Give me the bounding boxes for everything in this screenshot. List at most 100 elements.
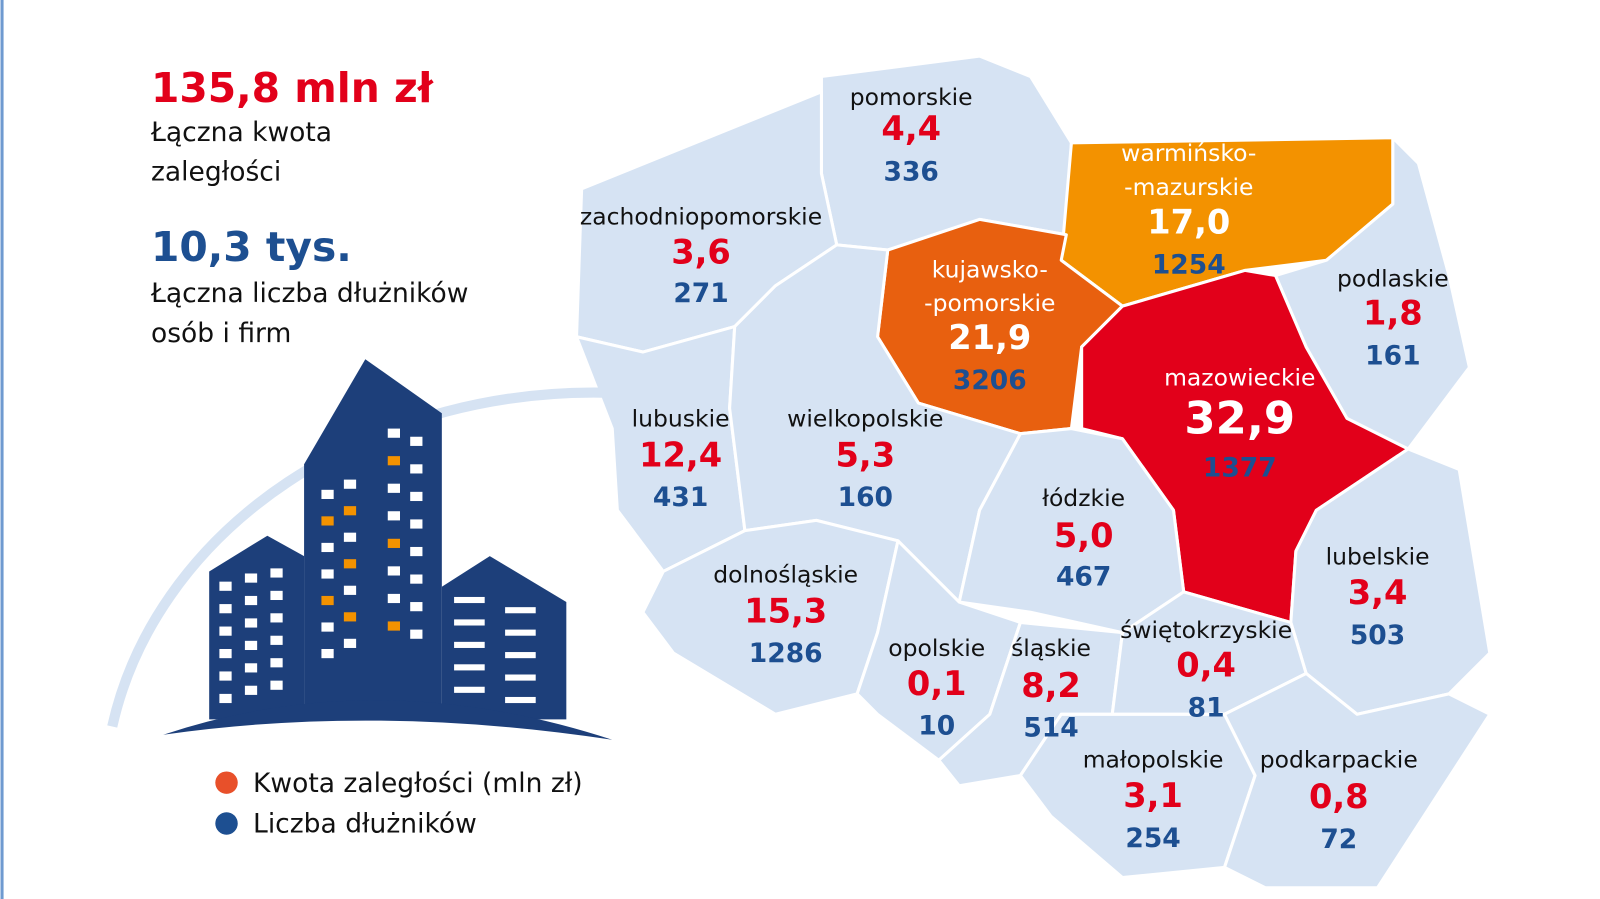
region-name: kujawsko- <box>932 256 1048 284</box>
region-debtors: 1286 <box>749 638 823 669</box>
building-base <box>163 700 613 740</box>
window <box>387 621 400 631</box>
region-debtors: 271 <box>673 278 728 309</box>
region-debtors: 160 <box>838 482 893 513</box>
region-amount: 17,0 <box>1147 203 1230 242</box>
window <box>410 574 423 584</box>
window <box>219 671 232 681</box>
region-name: podlaskie <box>1337 265 1449 293</box>
region-debtors: 10 <box>918 711 955 742</box>
summary-panel: 135,8 mln zł Łączna kwota zaległości 10,… <box>107 64 613 740</box>
region-name: -pomorskie <box>924 289 1055 317</box>
region-name: lubelskie <box>1326 542 1430 570</box>
window <box>387 538 400 548</box>
total-amount: 135,8 mln zł <box>151 64 434 112</box>
window <box>244 573 258 583</box>
region-amount: 32,9 <box>1184 392 1295 445</box>
legend-dot <box>215 771 238 794</box>
region-debtors: 72 <box>1320 824 1357 855</box>
region-debtors: 161 <box>1365 340 1420 371</box>
region-name: śląskie <box>1011 634 1091 662</box>
window <box>343 638 357 648</box>
total-count: 10,3 tys. <box>151 223 352 271</box>
legend: Kwota zaległości (mln zł) Liczba dłużnikó… <box>215 768 583 840</box>
window <box>321 595 334 606</box>
region-debtors: 336 <box>884 157 939 188</box>
window <box>219 693 232 704</box>
region-debtors: 467 <box>1056 562 1111 593</box>
region-amount: 21,9 <box>948 318 1031 357</box>
window <box>387 511 400 521</box>
region-name: -mazurskie <box>1124 173 1253 201</box>
region-shape <box>1222 671 1492 890</box>
window <box>244 640 258 651</box>
region-debtors: 254 <box>1125 823 1180 854</box>
window <box>321 569 334 579</box>
window <box>321 622 334 632</box>
region-amount: 3,1 <box>1123 776 1183 815</box>
window <box>321 516 334 526</box>
region-amount: 0,4 <box>1176 646 1236 685</box>
window <box>343 585 357 595</box>
region-name: wielkopolskie <box>787 405 943 433</box>
window <box>505 629 536 636</box>
region-debtors: 3206 <box>953 365 1027 396</box>
window <box>505 674 536 681</box>
window <box>410 464 423 474</box>
windows <box>219 428 536 704</box>
window <box>343 612 357 622</box>
window <box>343 506 357 516</box>
window <box>343 559 357 569</box>
window <box>343 479 357 489</box>
window <box>343 532 357 542</box>
region-name: podkarpackie <box>1260 745 1418 773</box>
region-name: małopolskie <box>1083 745 1224 773</box>
window <box>270 568 283 578</box>
window <box>387 566 400 576</box>
window <box>410 602 423 612</box>
total-count-label: Łączna liczba dłużników <box>150 278 468 309</box>
legend-dot <box>215 812 238 835</box>
region-amount: 3,4 <box>1348 573 1408 612</box>
region-name: mazowieckie <box>1164 364 1315 392</box>
legend-label: Kwota zaległości (mln zł) <box>253 768 583 799</box>
region-amount: 8,2 <box>1021 666 1081 705</box>
region-amount: 5,3 <box>835 435 895 474</box>
window <box>387 456 400 466</box>
region-debtors: 81 <box>1188 692 1225 723</box>
window <box>387 593 400 604</box>
window <box>410 491 423 502</box>
region-name: łódzkie <box>1042 484 1125 512</box>
window <box>387 483 400 493</box>
window <box>321 489 334 499</box>
window <box>505 607 536 614</box>
region-name: opolskie <box>888 634 985 662</box>
region-debtors: 503 <box>1350 620 1405 651</box>
window <box>505 652 536 659</box>
region-name: dolnośląskie <box>713 561 858 589</box>
window <box>270 613 283 623</box>
window <box>454 619 485 626</box>
region-name: pomorskie <box>850 83 973 111</box>
region-amount: 1,8 <box>1363 294 1423 333</box>
window <box>244 685 258 695</box>
region-debtors: 431 <box>653 482 708 513</box>
window <box>270 680 283 690</box>
window <box>219 648 232 659</box>
window <box>454 641 485 648</box>
region-amount: 0,1 <box>907 664 967 703</box>
window <box>219 604 232 614</box>
window <box>410 546 423 557</box>
window <box>387 428 400 438</box>
window <box>410 629 423 639</box>
region-name: świętokrzyskie <box>1120 616 1292 644</box>
region-amount: 5,0 <box>1054 516 1114 555</box>
window <box>321 542 334 553</box>
region-amount: 12,4 <box>639 435 722 474</box>
region-debtors: 514 <box>1023 713 1078 744</box>
region-name: zachodniopomorskie <box>580 203 822 231</box>
window <box>410 436 423 446</box>
window <box>505 696 536 704</box>
